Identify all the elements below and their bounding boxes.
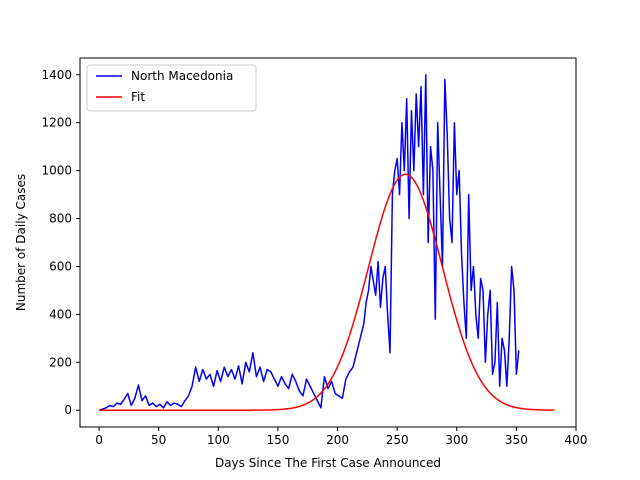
y-tick-label: 200: [49, 355, 72, 369]
y-tick-label: 0: [64, 403, 72, 417]
x-axis-ticks: 0 50 100 150 200 250 300 350 400: [95, 427, 587, 447]
plot-series-group: [98, 74, 555, 411]
y-tick-label: 1200: [41, 116, 72, 130]
y-tick-label: 800: [49, 212, 72, 226]
y-tick-label: 1400: [41, 68, 72, 82]
series-line-fit: [99, 173, 555, 411]
x-tick-label: 350: [505, 433, 528, 447]
plot-frame: [79, 57, 577, 428]
y-tick-label: 600: [49, 259, 72, 273]
y-tick-label: 400: [49, 307, 72, 321]
x-tick-label: 50: [151, 433, 166, 447]
y-tick-label: 1000: [41, 164, 72, 178]
x-tick-label: 400: [565, 433, 588, 447]
legend-entry-label: North Macedonia: [131, 69, 233, 83]
x-axis-label: Days Since The First Case Announced: [215, 456, 441, 470]
legend-box: [86, 64, 257, 112]
x-tick-label: 150: [266, 433, 289, 447]
x-tick-label: 100: [207, 433, 230, 447]
x-tick-label: 250: [386, 433, 409, 447]
legend-entry-label: Fit: [131, 90, 145, 104]
x-tick-label: 0: [95, 433, 103, 447]
y-axis-ticks: 0 200 400 600 800 1000 1200 1400: [41, 68, 80, 417]
legend: North Macedonia Fit: [86, 64, 257, 112]
y-axis-label: Number of Daily Cases: [14, 174, 28, 311]
x-tick-label: 200: [326, 433, 349, 447]
x-tick-label: 300: [445, 433, 468, 447]
series-line-north-macedonia: [98, 74, 520, 411]
